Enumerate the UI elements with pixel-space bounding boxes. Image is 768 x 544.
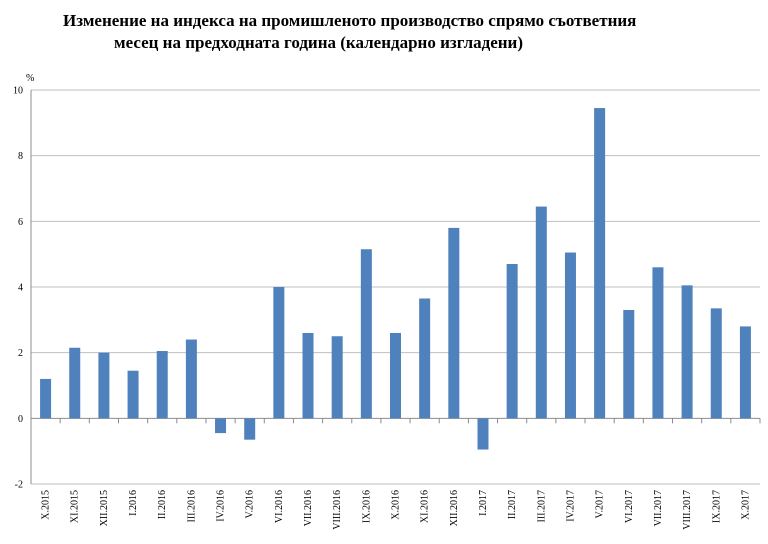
bar-XII.2016: [448, 227, 460, 419]
bar-VI.2017: [623, 309, 635, 419]
x-tick-label: V.2016: [245, 490, 256, 518]
bar-IV.2016: [215, 418, 227, 434]
x-tick-label: IV.2016: [216, 490, 227, 522]
bar-III.2016: [185, 339, 197, 419]
x-tick-label: XI.2015: [70, 490, 81, 523]
y-tick-label: 4: [18, 283, 23, 294]
x-tick-label: II.2016: [157, 490, 168, 519]
x-tick-label: II.2017: [507, 490, 518, 519]
x-tick-label: IV.2017: [565, 490, 576, 522]
bar-VII.2017: [652, 267, 664, 419]
bar-X.2017: [739, 326, 751, 419]
x-tick-label: X.2015: [41, 490, 52, 520]
bar-I.2017: [477, 418, 489, 450]
bar-IX.2016: [360, 249, 372, 419]
x-tick-label: VI.2016: [274, 490, 285, 523]
bar-V.2016: [244, 418, 256, 440]
bar-VI.2016: [273, 287, 285, 419]
x-tick-label: VIII.2017: [682, 490, 693, 530]
y-tick-label: 0: [18, 414, 23, 425]
bar-II.2017: [506, 264, 518, 419]
x-tick-label: VII.2017: [653, 490, 664, 526]
bar-VIII.2017: [681, 285, 693, 419]
x-tick-label: III.2016: [186, 490, 197, 523]
y-tick-label: 10: [13, 86, 23, 97]
bar-III.2017: [535, 206, 547, 419]
x-tick-label: X.2016: [391, 490, 402, 520]
y-tick-label: 2: [18, 348, 23, 359]
x-tick-label: IX.2016: [361, 490, 372, 523]
bar-XI.2015: [69, 347, 81, 419]
x-tick-label: X.2017: [740, 490, 751, 520]
y-tick-label: -2: [15, 480, 23, 491]
x-tick-label: VI.2017: [624, 490, 635, 523]
bar-IX.2017: [710, 308, 722, 419]
bar-V.2017: [594, 108, 606, 419]
x-tick-label: XII.2016: [449, 490, 460, 526]
chart-title-line-2: месец на предходната година (календарно …: [114, 33, 524, 52]
y-axis-unit-label: %: [26, 73, 34, 84]
y-tick-label: 6: [18, 217, 23, 228]
chart-title-line-1: Изменение на индекса на промишленото про…: [63, 11, 637, 30]
x-tick-label: IX.2017: [711, 490, 722, 523]
x-tick-labels: X.2015 XI.2015 XII.2015 I.2016 II.2016 III.20…: [41, 490, 752, 530]
bar-II.2016: [156, 351, 168, 419]
x-tick-label: XII.2015: [99, 490, 110, 526]
x-tick-label: III.2017: [536, 490, 547, 523]
bar-IV.2017: [564, 252, 576, 419]
bar-VII.2016: [302, 332, 314, 419]
bar-X.2016: [390, 332, 401, 419]
y-tick-label: 8: [18, 151, 23, 162]
x-tick-label: XI.2016: [420, 490, 431, 523]
gridlines: [31, 89, 760, 485]
bar-X.2015: [40, 378, 52, 419]
bar-VIII.2016: [331, 336, 343, 419]
y-tick-labels: -2 0 2 4 6 8 10: [13, 86, 23, 491]
bar-XII.2015: [98, 352, 110, 419]
x-tick-label: VIII.2016: [332, 490, 343, 530]
x-tick-label: V.2017: [595, 490, 606, 518]
bars: [40, 108, 751, 450]
x-tick-label: I.2017: [478, 490, 489, 516]
bar-I.2016: [127, 370, 139, 419]
bar-XI.2016: [419, 298, 431, 419]
x-tick-label: VII.2016: [303, 490, 314, 526]
x-tick-label: I.2016: [128, 490, 139, 516]
